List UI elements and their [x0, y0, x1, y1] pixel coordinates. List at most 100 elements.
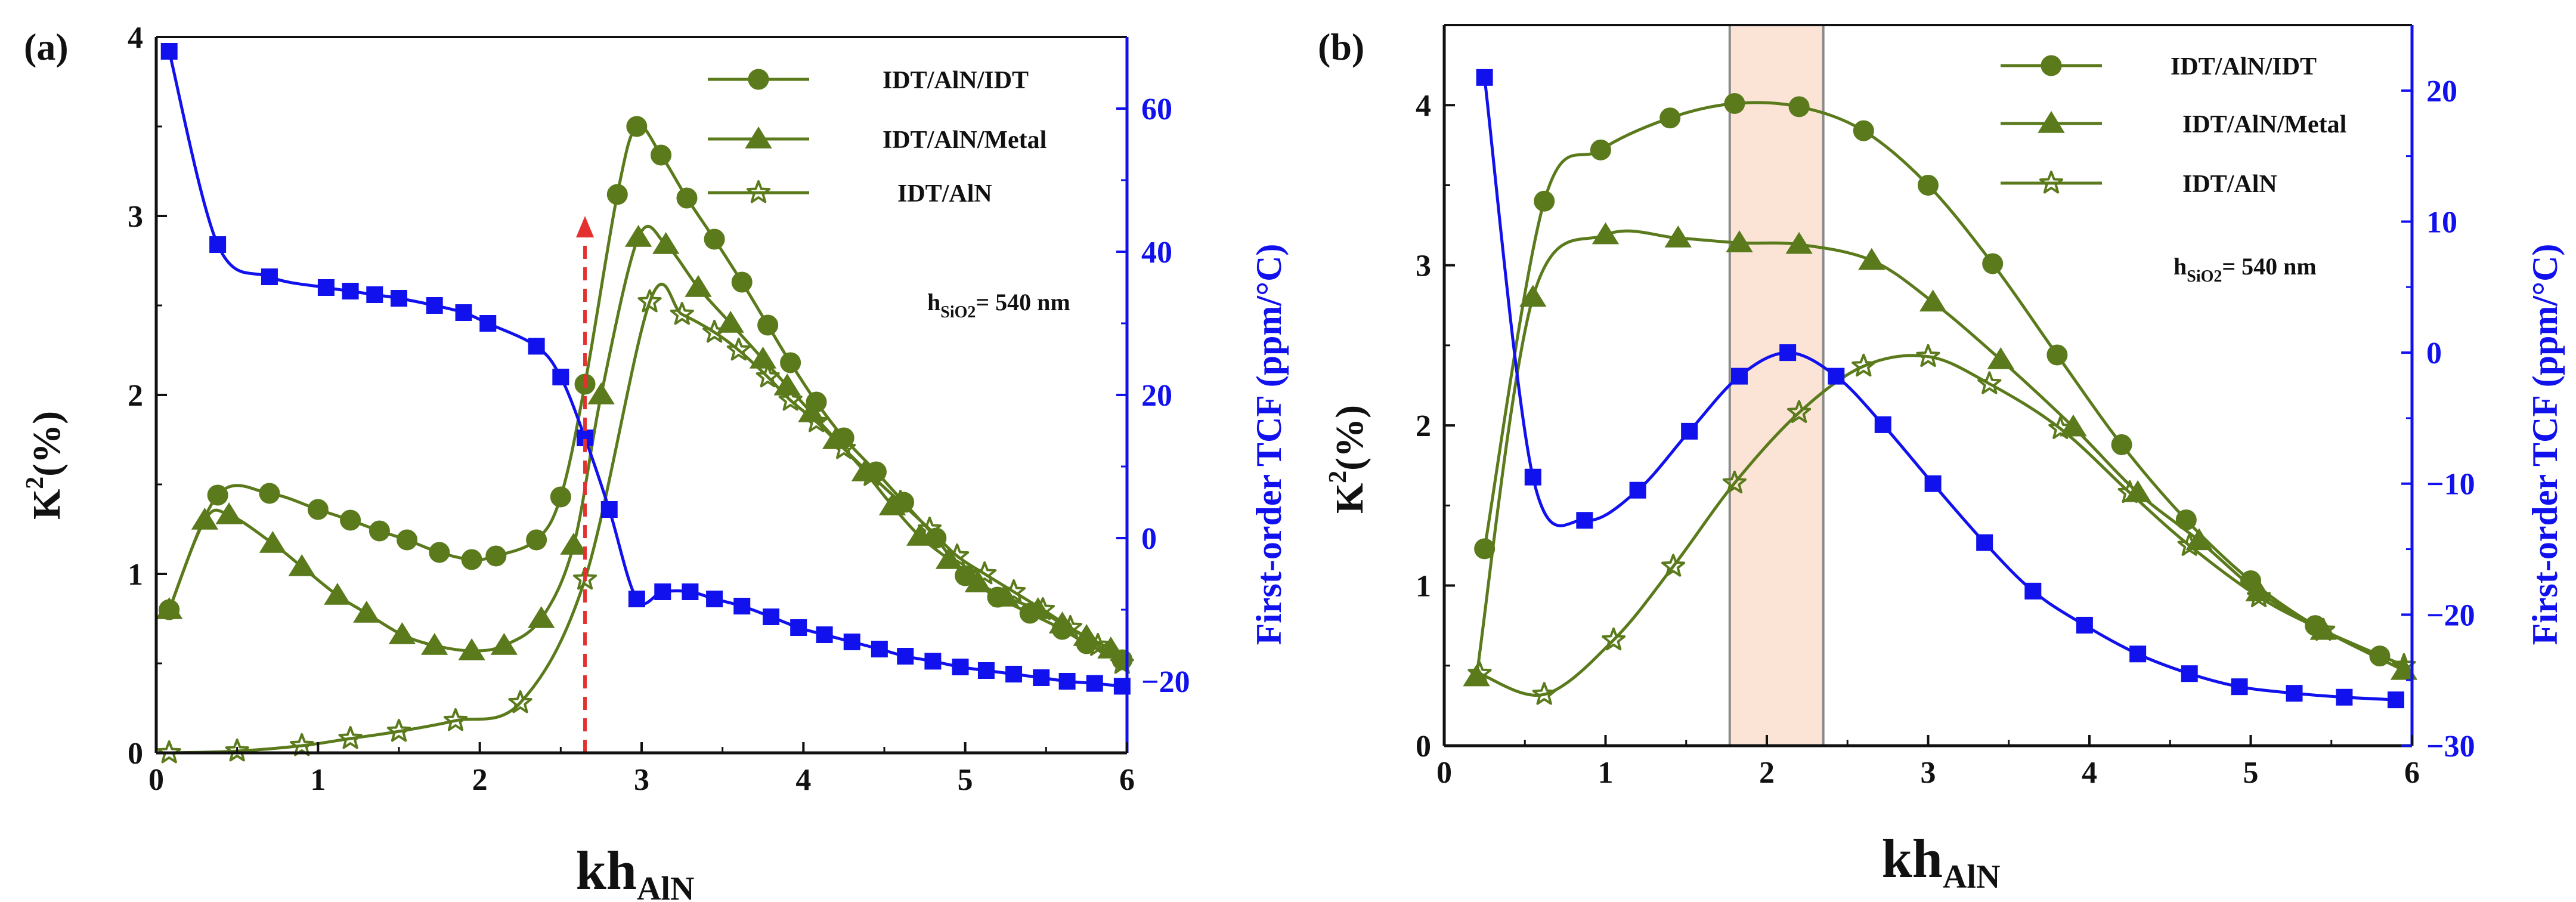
a-x-tick-label-0: 0	[148, 763, 164, 797]
b-x-tick-label-2: 2	[1759, 756, 1775, 790]
a-y-tick-label-2: 2	[128, 379, 143, 413]
a-y-axis-label: K2(%)	[21, 411, 69, 520]
b-band-layer	[1728, 25, 1825, 746]
a-series-2-point-4	[386, 719, 411, 742]
b-y-tick-label-1: 1	[1416, 570, 1431, 604]
b-annotation: hSiO2= 540 nm	[2174, 253, 2317, 286]
a-series-3-point-10	[528, 338, 545, 355]
b-series-0-point-1	[1534, 190, 1555, 212]
a-y-right-tick-label-0: −20	[1141, 665, 1190, 699]
a-y-right-tick-label-4: 60	[1141, 92, 1172, 126]
b-series-1-point-1	[1519, 285, 1547, 307]
a-series-1-point-6	[353, 601, 380, 623]
b-series-0-point-2	[1590, 139, 1611, 160]
a-y-right-tick-label-1: 0	[1141, 522, 1157, 556]
b-series-2-point-4	[1722, 470, 1747, 494]
a-series-2-point-11	[726, 338, 751, 361]
a-series-0-point-7	[429, 542, 450, 563]
a-series-2-point-5	[443, 708, 467, 731]
b-series-3-point-6	[1779, 344, 1797, 362]
b-legend: IDT/AlN/IDT IDT/AlN/Metal IDT/AlN	[2001, 53, 2346, 198]
a-series-3-point-7	[426, 297, 443, 314]
b-x-tick-label-1: 1	[1598, 756, 1614, 790]
b-series-2-point-12	[2247, 584, 2271, 607]
a-series-1-point-25	[935, 547, 963, 569]
a-series-0-point-6	[397, 529, 418, 551]
a-series-2-point-0	[157, 740, 181, 764]
b-series-3-point-10	[1976, 534, 1993, 551]
b-panel-label: (b)	[1318, 26, 1364, 68]
a-series-2-point-1	[225, 739, 249, 762]
a-series-3-point-21	[816, 626, 833, 643]
b-series-0-point-14	[2369, 645, 2391, 667]
a-series-3-point-1	[209, 236, 227, 253]
a-series-3-point-20	[790, 619, 807, 636]
a-series-1-point-14	[624, 225, 652, 247]
a-series-1-point-17	[717, 311, 744, 333]
b-legend-symbol-2	[2001, 171, 2102, 194]
a-series-3-point-6	[391, 290, 407, 307]
b-y-axis-label-right: First-order TCF (ppm/°C)	[2525, 244, 2565, 645]
a-series-0-point-16	[676, 187, 698, 209]
a-series-3-point-5	[366, 286, 383, 303]
b-series-3-point-5	[1731, 367, 1748, 385]
b-series-1-point-5	[1785, 231, 1813, 254]
a-series-2-point-9	[670, 302, 694, 325]
b-series-0-point-10	[2111, 434, 2132, 455]
a-series-1-point-23	[878, 493, 906, 515]
b-series-1-point-2	[1592, 222, 1620, 245]
a-legend-marker-1	[745, 126, 772, 149]
b-y-right-tick-label-2: −10	[2426, 468, 2475, 502]
b-legend-label-0: IDT/AlN/IDT	[2171, 53, 2317, 81]
a-series-0-point-15	[651, 144, 672, 166]
a-series-1-point-1	[191, 508, 219, 530]
b-x-tick-label-3: 3	[1921, 756, 1936, 790]
a-series-2-point-21	[1002, 579, 1026, 603]
a-series-2-point-3	[338, 726, 363, 749]
b-x-tick-label-4: 4	[2082, 756, 2097, 790]
a-series-1-point-13	[587, 382, 615, 404]
b-series-2-point-13	[2311, 617, 2336, 641]
b-series-2-point-6	[1852, 353, 1876, 377]
a-series-0-point-20	[780, 352, 801, 373]
a-series-0-point-13	[606, 184, 628, 205]
a-series-1-point-4	[288, 554, 315, 576]
b-y-axis-label: K2(%)	[1324, 405, 1371, 514]
b-series-2-point-1	[1532, 682, 1556, 705]
a-y-tick-label-4: 4	[128, 21, 143, 55]
a-series-line-2	[169, 282, 1123, 755]
a-legend-symbol-1	[708, 126, 809, 149]
a-series-2-point-6	[508, 690, 532, 713]
a-series-1-point-0	[156, 597, 183, 619]
a-series-3-point-2	[261, 268, 278, 285]
b-series-2-point-10	[2117, 480, 2142, 503]
a-arrow-head	[576, 216, 595, 237]
a-series-3-point-13	[600, 501, 618, 518]
a-series-2-point-25	[1110, 651, 1134, 674]
b-series-1-point-4	[1726, 230, 1753, 252]
a-legend-label-2: IDT/AlN	[897, 180, 992, 208]
b-series-3-point-12	[2076, 616, 2093, 634]
b-series-1-point-13	[2309, 617, 2337, 640]
b-series-3-point-16	[2286, 685, 2303, 702]
a-series-3-point-19	[763, 608, 780, 625]
b-legend-label-1: IDT/AlN/Metal	[2182, 111, 2346, 138]
b-series-3-point-17	[2336, 688, 2353, 706]
a-series-3-point-16	[682, 583, 699, 600]
panel-b: 0 1 2 3 4 5 6 0 1 2 3 4 −30 −20 −10 0 10 20 (b) K2(%) Fir…	[1318, 24, 2565, 895]
a-legend-label-1: IDT/AlN/Metal	[883, 126, 1046, 154]
b-series-1-point-8	[1987, 347, 2014, 369]
b-y-right-tick-label-3: 0	[2426, 336, 2442, 370]
a-x-tick-label-1: 1	[310, 763, 326, 797]
b-y-right-tick-label-5: 20	[2426, 75, 2457, 109]
a-y-tick-label-3: 3	[128, 200, 143, 234]
a-series-0-point-3	[307, 499, 329, 520]
a-series-3-point-3	[317, 279, 335, 296]
b-series-line-2	[1479, 354, 2405, 697]
b-series-3-point-2	[1576, 512, 1593, 529]
b-legend-symbol-1	[2001, 111, 2102, 133]
a-series-3-point-17	[706, 591, 723, 607]
